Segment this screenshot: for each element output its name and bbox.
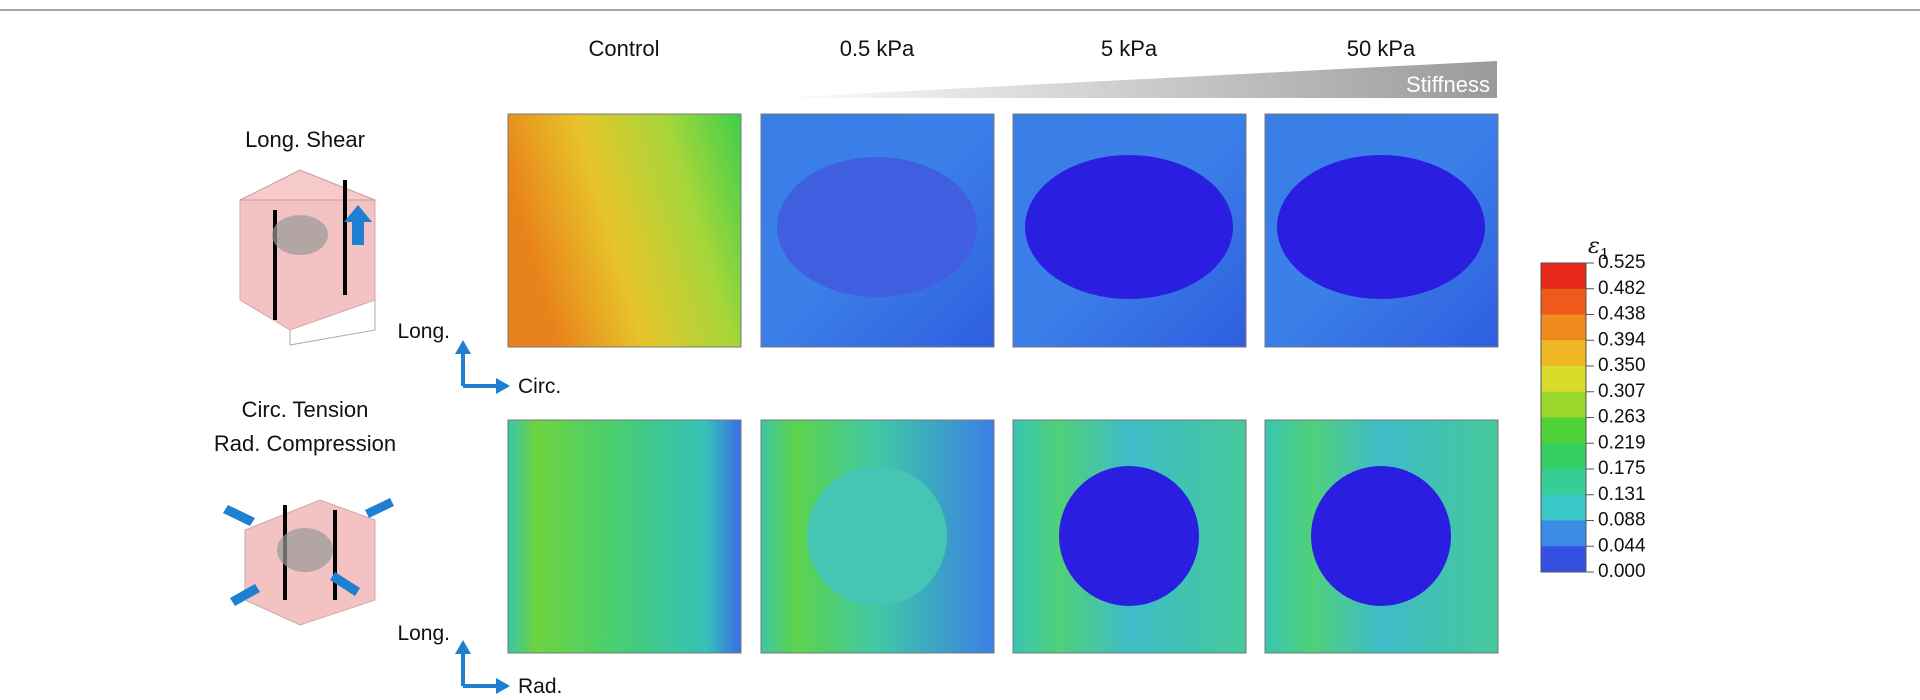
column-header: 0.5 kPa	[840, 36, 915, 61]
colorbar-segment	[1541, 546, 1586, 573]
colorbar-tick-label: 0.088	[1598, 510, 1646, 531]
heatmap	[507, 419, 742, 654]
colorbar-tick-label: 0.219	[1598, 432, 1646, 453]
row-labels: Long. Shear Circ. Tension Rad. Compression	[214, 127, 396, 456]
colorbar-tick-label: 0.175	[1598, 458, 1646, 479]
colorbar-tick-label: 0.438	[1598, 304, 1646, 325]
column-headers: Control 0.5 kPa 5 kPa 50 kPa	[589, 36, 1416, 61]
colorbar-segment	[1541, 469, 1586, 496]
axis-label: Circ.	[518, 375, 561, 398]
stiffness-wedge	[772, 61, 1497, 98]
colorbar-tick-label: 0.000	[1598, 561, 1646, 582]
colorbar-segment	[1541, 417, 1586, 444]
colorbar-segment	[1541, 443, 1586, 470]
axis-arrows	[455, 340, 510, 694]
colorbar-segment	[1541, 263, 1586, 290]
colorbar: 0.525 0.482 0.438 0.394 0.350 0.307 0.263 0.219…	[1540, 252, 1646, 582]
row-label: Rad. Compression	[214, 431, 396, 456]
axis-label: Long.	[397, 622, 450, 645]
panel-row-1	[507, 113, 1499, 348]
inclusion	[807, 466, 947, 606]
colorbar-tick-label: 0.307	[1598, 381, 1646, 402]
cube-icon-tension	[223, 498, 394, 626]
cube-icon-shear	[239, 169, 376, 346]
stiffness-label: Stiffness	[1406, 72, 1490, 97]
colorbar-tick-label: 0.263	[1598, 407, 1646, 428]
colorbar-segment	[1541, 366, 1586, 393]
panel-row-2	[507, 419, 1499, 654]
axis-label: Rad.	[518, 675, 562, 698]
colorbar-segment	[1541, 520, 1586, 547]
inclusion	[1277, 155, 1485, 299]
colorbar-title: ε1	[1588, 234, 1609, 263]
column-header: 5 kPa	[1101, 36, 1158, 61]
column-header: Control	[589, 36, 660, 61]
heatmap	[507, 113, 742, 348]
colorbar-tick-label: 0.482	[1598, 278, 1646, 299]
colorbar-segment	[1541, 288, 1586, 315]
colorbar-tick-label: 0.525	[1598, 252, 1646, 273]
colorbar-segment	[1541, 391, 1586, 418]
axis-label: Long.	[397, 320, 450, 343]
colorbar-tick-label: 0.394	[1598, 329, 1646, 350]
colorbar-segment	[1541, 340, 1586, 367]
inclusion	[1059, 466, 1199, 606]
inclusion	[777, 157, 977, 297]
colorbar-tick-label: 0.131	[1598, 484, 1646, 505]
colorbar-segment	[1541, 494, 1586, 521]
inclusion	[1025, 155, 1233, 299]
column-header: 50 kPa	[1347, 36, 1416, 61]
colorbar-segment	[1541, 314, 1586, 341]
colorbar-tick-label: 0.350	[1598, 355, 1646, 376]
inclusion	[1311, 466, 1451, 606]
row-label: Circ. Tension	[242, 397, 369, 422]
colorbar-tick-label: 0.044	[1598, 535, 1646, 556]
row-label: Long. Shear	[245, 127, 365, 152]
